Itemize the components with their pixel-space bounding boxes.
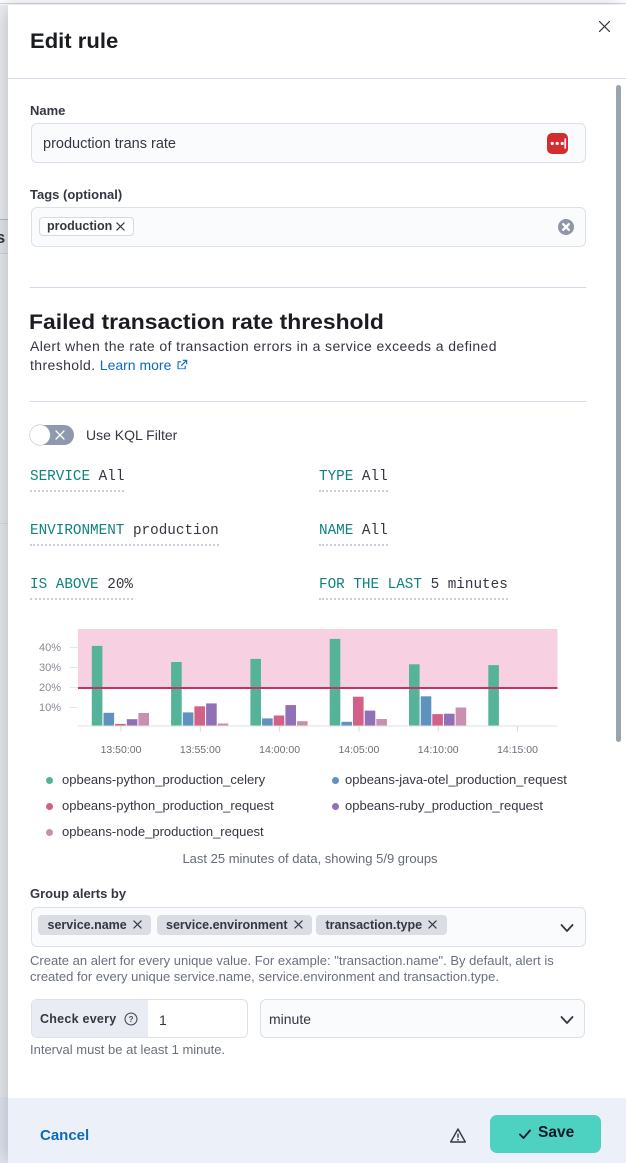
svg-text:13:50:00: 13:50:00 [101,744,142,756]
svg-text:14:00:00: 14:00:00 [259,744,300,756]
svg-text:14:05:00: 14:05:00 [338,744,379,756]
svg-text:14:10:00: 14:10:00 [418,744,459,756]
svg-text:40%: 40% [39,642,61,654]
svg-text:30%: 30% [39,662,61,674]
svg-text:13:55:00: 13:55:00 [180,744,221,756]
svg-text:14:15:00: 14:15:00 [497,744,538,756]
svg-text:?: ? [128,1013,133,1023]
svg-text:20%: 20% [39,682,61,694]
svg-text:10%: 10% [39,702,61,714]
